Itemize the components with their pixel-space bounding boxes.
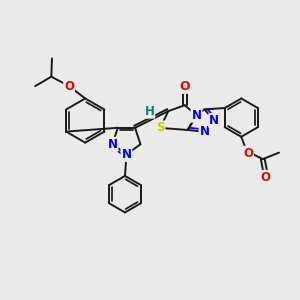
Text: N: N <box>122 148 131 161</box>
Text: O: O <box>179 80 190 93</box>
Text: O: O <box>243 147 253 160</box>
Text: N: N <box>191 109 202 122</box>
Text: O: O <box>261 171 271 184</box>
Text: S: S <box>156 122 165 134</box>
Text: N: N <box>107 138 117 151</box>
Text: O: O <box>64 80 74 93</box>
Text: N: N <box>200 125 209 138</box>
Text: H: H <box>144 105 154 118</box>
Text: N: N <box>209 114 219 127</box>
